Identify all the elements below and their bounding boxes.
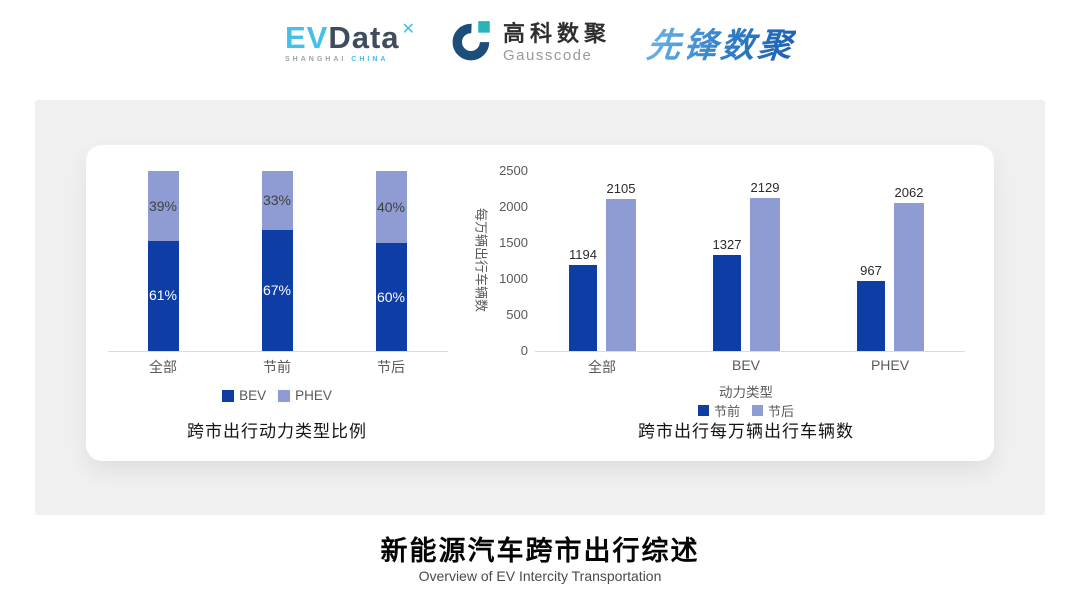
bar-value-label: 2105: [606, 181, 636, 196]
legend-label-phev: PHEV: [295, 388, 332, 403]
legend-label-bev: BEV: [239, 388, 267, 403]
legend-item-post-holiday: 节后: [752, 401, 794, 420]
legend-swatch-bev: [222, 389, 235, 402]
grouped-bar-chart: 每万辆出行车辆数 动力类型 节前 节后 跨市出行每万辆出行车辆数 0 500 100…: [86, 145, 994, 461]
stacked-bar-segment-BEV: 67%: [261, 230, 293, 351]
gausscode-cn-name: 高科数聚: [502, 21, 611, 47]
stacked-bar-segment-PHEV: 39%: [147, 171, 179, 242]
bar-value-label: 967: [860, 263, 882, 278]
right-x-axis-line: [535, 351, 965, 352]
left-x-axis-line: [108, 351, 448, 352]
y-axis-tick-label: 2000: [499, 199, 528, 214]
legend-item-pre-holiday: 节前: [697, 401, 740, 420]
stacked-bar-segment-BEV: 60%: [375, 243, 407, 351]
stacked-bar-segment-PHEV: 40%: [375, 171, 407, 243]
page-title: 新能源汽车跨市出行综述: [380, 536, 700, 566]
legend-label-post-holiday: 节后: [768, 404, 795, 419]
bar-value-label: 1327: [712, 237, 742, 252]
legend-item-bev: BEV: [222, 388, 266, 403]
bar-value-label: 2062: [894, 185, 924, 200]
logo-header: EVData ✕ SHANGHAI CHINA 高科数聚 Gausscode 先锋…: [0, 18, 1080, 67]
legend-swatch-phev: [278, 389, 291, 402]
y-axis-tick-label: 1500: [499, 235, 528, 250]
evdata-wordmark: EVData ✕: [285, 20, 416, 55]
right-chart-legend: 节前 节后: [646, 401, 846, 420]
gausscode-text: 高科数聚 Gausscode: [503, 21, 611, 64]
evdata-ev-text: EV: [285, 20, 329, 55]
segment-value-label: 67%: [262, 282, 292, 299]
pioneer-logo: 先锋数聚: [644, 18, 797, 67]
evdata-data-text: Data: [328, 20, 400, 55]
evdata-china-text: CHINA: [351, 56, 389, 63]
gausscode-icon: [452, 18, 494, 67]
left-chart-legend: BEV PHEV: [177, 388, 377, 403]
grouped-bar-节前: [713, 255, 741, 351]
y-axis-tick-label: 1000: [499, 271, 528, 286]
bar-value-label: 1194: [569, 247, 597, 262]
gausscode-en-name: Gausscode: [502, 46, 593, 64]
left-chart-title: 跨市出行动力类型比例: [187, 422, 367, 441]
left-category-label: 节后: [377, 359, 405, 375]
grouped-bar-节前: [857, 281, 885, 351]
segment-value-label: 33%: [262, 192, 292, 208]
grouped-bar-节前: [569, 265, 597, 351]
gausscode-logo: 高科数聚 Gausscode: [452, 18, 611, 67]
y-axis-tick-label: 500: [506, 307, 528, 322]
charts-card: BEV PHEV 跨市出行动力类型比例 61% 39% 全部 67% 33% 节前 60% 4…: [86, 145, 994, 461]
grouped-bar-节后: [750, 198, 780, 351]
right-category-label: PHEV: [870, 357, 910, 373]
legend-swatch-post-holiday: [752, 405, 763, 416]
left-category-label: 节前: [263, 359, 291, 375]
segment-value-label: 61%: [148, 287, 178, 304]
right-x-axis-title: 动力类型: [719, 385, 773, 400]
y-axis-tick-label: 0: [520, 343, 528, 358]
right-y-axis-label: 每万辆出行车辆数: [473, 207, 489, 313]
evdata-subtitle: SHANGHAI CHINA: [285, 56, 416, 63]
segment-value-label: 60%: [376, 289, 406, 305]
legend-swatch-pre-holiday: [697, 405, 709, 416]
y-axis-tick-label: 2500: [499, 163, 528, 178]
right-chart-title: 跨市出行每万辆出行车辆数: [638, 422, 854, 441]
stacked-bar-chart: BEV PHEV 跨市出行动力类型比例 61% 39% 全部 67% 33% 节前 60% 4…: [86, 145, 994, 461]
evdata-logo: EVData ✕ SHANGHAI CHINA: [285, 20, 416, 64]
right-category-label: 全部: [588, 359, 616, 375]
bar-value-label: 2129: [750, 180, 780, 195]
stacked-bar-segment-PHEV: 33%: [261, 171, 293, 231]
grouped-bar-节后: [606, 199, 636, 351]
left-category-label: 全部: [149, 359, 177, 375]
evdata-shanghai-text: SHANGHAI: [285, 56, 347, 63]
page-subtitle: Overview of EV Intercity Transportation: [418, 568, 662, 584]
evdata-x-icon: ✕: [401, 21, 416, 38]
segment-value-label: 40%: [376, 199, 406, 215]
legend-label-pre-holiday: 节前: [713, 404, 740, 419]
right-category-label: BEV: [731, 357, 760, 373]
segment-value-label: 39%: [148, 198, 178, 214]
legend-item-phev: PHEV: [278, 388, 332, 403]
stacked-bar-segment-BEV: 61%: [147, 241, 179, 351]
grouped-bar-节后: [894, 203, 924, 351]
